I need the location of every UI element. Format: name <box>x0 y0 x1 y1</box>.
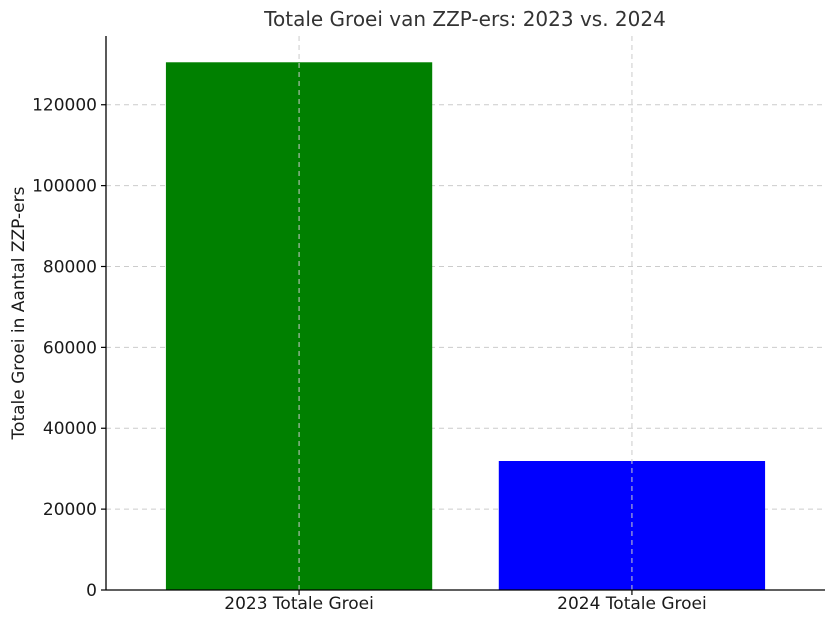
tick-layer: 0 20000 40000 60000 80000 100000 120000 2023 To… <box>32 96 707 614</box>
y-tick-label: 20000 <box>43 500 97 520</box>
y-tick-label: 80000 <box>43 257 97 277</box>
y-tick-label: 40000 <box>43 419 97 439</box>
y-tick-label: 120000 <box>32 96 97 116</box>
bar-layer <box>165 62 766 591</box>
chart-title: Totale Groei van ZZP-ers: 2023 vs. 2024 <box>263 7 666 31</box>
vertical-grid-layer <box>298 36 633 590</box>
y-axis-label: Totale Groei in Aantal ZZP-ers <box>9 186 29 440</box>
axis-layer <box>105 36 825 591</box>
y-tick-label: 100000 <box>32 177 97 197</box>
x-tick-label: 2023 Totale Groei <box>224 594 374 614</box>
y-tick-label: 60000 <box>43 338 97 358</box>
y-tick-label: 0 <box>86 581 97 601</box>
x-tick-label: 2024 Totale Groei <box>557 594 707 614</box>
